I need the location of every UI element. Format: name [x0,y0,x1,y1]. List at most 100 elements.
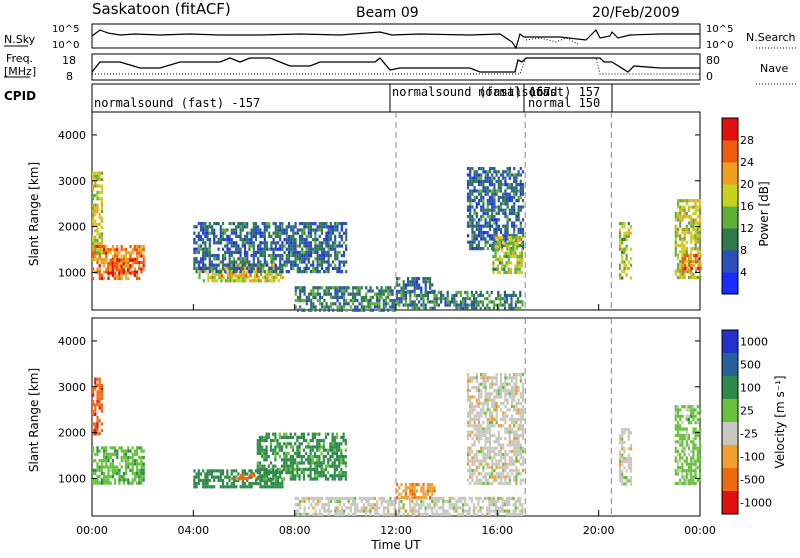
data-cell [221,469,225,473]
data-cell [519,300,522,304]
data-cell [94,459,97,463]
data-cell [122,471,125,476]
data-cell [685,202,688,206]
data-cell [362,299,366,303]
data-cell [404,290,407,294]
data-cell [206,469,209,473]
data-cell [422,492,425,496]
data-cell [241,485,244,489]
data-cell [684,263,687,267]
data-cell [338,445,341,449]
data-cell [369,509,372,513]
data-cell [243,257,247,261]
data-cell [512,235,515,239]
data-cell [504,421,507,425]
data-cell [100,238,103,242]
data-cell [694,427,697,431]
data-cell [252,263,255,267]
data-cell [309,477,312,481]
data-cell [327,228,330,232]
data-cell [517,373,520,377]
data-cell [325,503,328,507]
data-cell [208,222,211,226]
data-cell [122,459,125,463]
data-cell [499,509,502,513]
data-cell [303,266,306,270]
data-cell [356,305,359,309]
data-cell [272,471,275,475]
data-cell [683,475,686,479]
data-cell [424,283,427,287]
data-cell [625,263,628,267]
data-cell [228,254,231,258]
data-cell [316,292,319,296]
data-cell [312,289,315,293]
data-cell [488,496,491,500]
data-cell [473,186,476,190]
data-cell [98,235,101,239]
data-cell [497,392,500,396]
data-cell [459,300,462,304]
data-cell [268,469,271,473]
data-cell [519,167,522,171]
data-cell [290,244,293,248]
data-cell [621,276,624,280]
data-cell [380,295,383,299]
data-cell [265,225,269,229]
data-cell [521,424,525,428]
data-cell [429,286,432,290]
data-cell [294,509,297,513]
data-cell [685,227,688,232]
data-cell [206,266,209,270]
data-cell [316,260,319,264]
y-tick-label: 4000 [58,335,86,348]
data-cell [484,472,487,476]
data-cell [272,257,275,261]
data-cell [674,218,677,222]
data-cell [142,462,145,466]
data-cell [409,483,412,487]
data-cell [338,260,341,264]
data-cell [506,392,509,396]
data-cell [475,417,478,421]
data-cell [508,443,511,447]
data-cell [289,461,292,465]
data-cell [389,512,392,516]
data-cell [291,477,295,481]
data-cell [426,486,429,490]
data-cell [261,435,264,439]
data-cell [329,228,332,232]
data-cell [215,222,218,226]
data-cell [469,167,472,171]
data-cell [301,499,304,504]
data-cell [391,503,394,507]
data-cell [503,290,506,294]
data-cell [404,489,407,493]
data-cell [475,512,478,516]
data-cell [268,222,271,226]
data-cell [98,254,101,258]
data-cell [229,276,232,280]
data-cell [303,231,306,235]
data-cell [497,293,500,298]
data-cell [100,248,103,252]
data-cell [230,244,233,248]
data-cell [344,474,347,478]
data-cell [692,437,695,441]
data-cell [213,485,216,489]
data-cell [271,279,274,283]
data-cell [287,244,291,248]
data-cell [96,260,99,265]
data-cell [252,257,255,261]
data-cell [508,417,511,421]
data-cell [433,297,436,301]
data-cell [254,238,258,242]
data-cell [690,462,693,466]
data-cell [513,392,516,396]
data-cell [344,442,347,446]
x-tick-label: 20:00 [583,524,615,537]
data-cell [122,254,125,258]
data-cell [263,238,266,242]
data-cell [360,305,363,309]
